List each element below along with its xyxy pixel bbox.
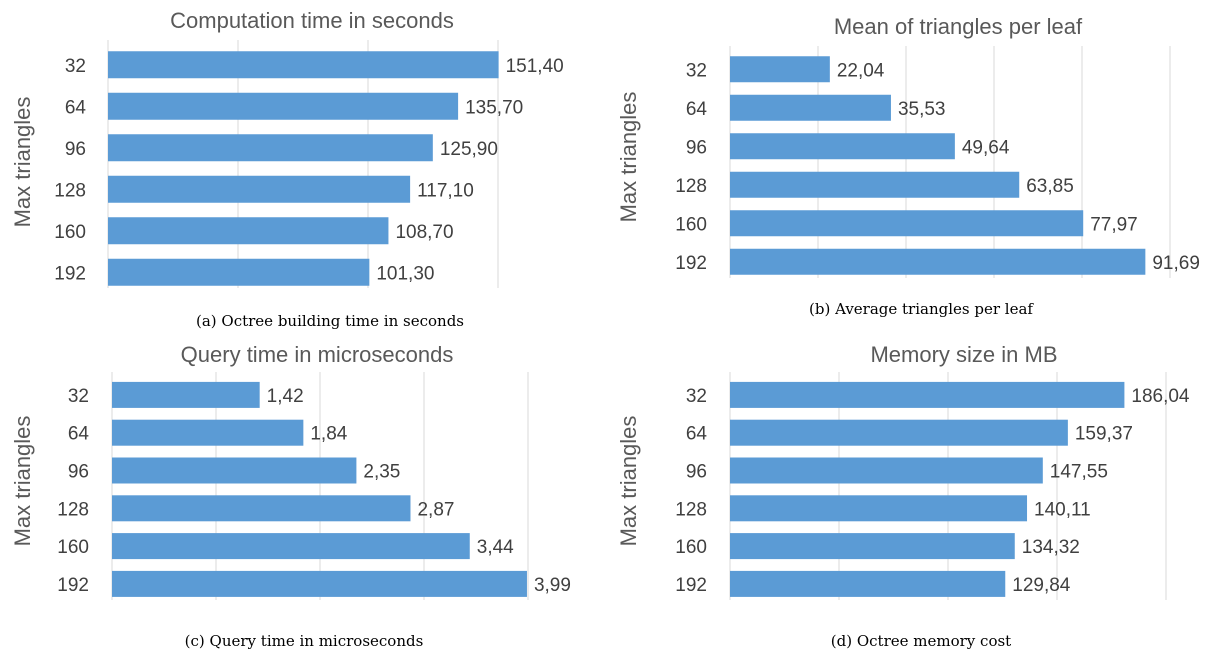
data-label: 3,44 <box>477 537 514 558</box>
chart-panel-d: Memory size in MB Max triangles 32 186,04 64… <box>607 334 1207 656</box>
chart-title: Memory size in MB <box>870 342 1057 367</box>
bar <box>730 419 1068 446</box>
bar <box>730 94 891 121</box>
chart-panel-b: Mean of triangles per leaf Max triangles 3… <box>607 0 1207 334</box>
category-label: 96 <box>686 137 707 158</box>
bar <box>112 381 260 408</box>
chart-panel-a: Computation time in seconds Max triangles… <box>0 0 600 334</box>
category-label: 96 <box>68 462 89 483</box>
bar <box>730 457 1043 484</box>
category-label: 128 <box>57 499 89 520</box>
category-label: 160 <box>54 222 86 243</box>
bar <box>108 134 433 162</box>
category-label: 64 <box>686 99 708 120</box>
category-label: 128 <box>675 176 707 197</box>
category-label: 128 <box>675 499 707 520</box>
data-label: 147,55 <box>1050 462 1108 483</box>
data-label: 117,10 <box>417 180 474 201</box>
caption-c: (c) Query time in microseconds <box>184 632 424 650</box>
bar <box>108 51 499 79</box>
bar <box>730 210 1084 237</box>
chart-title: Computation time in seconds <box>170 8 454 33</box>
category-label: 192 <box>675 253 707 274</box>
category-label: 96 <box>686 462 707 483</box>
bar <box>730 171 1020 198</box>
bar <box>112 533 470 560</box>
y-axis-label: Max triangles <box>616 416 641 547</box>
data-label: 135,70 <box>465 97 523 118</box>
data-label: 2,35 <box>363 462 400 483</box>
data-label: 3,99 <box>534 575 571 596</box>
chart-d: Memory size in MB Max triangles 32 186,04 64… <box>616 342 1190 600</box>
bar <box>108 217 389 245</box>
category-label: 32 <box>68 386 89 407</box>
category-label: 96 <box>65 139 86 160</box>
data-label: 35,53 <box>898 99 946 120</box>
bar <box>730 56 830 83</box>
data-label: 22,04 <box>837 60 885 81</box>
caption-b: (b) Average triangles per leaf <box>809 300 1033 318</box>
data-label: 1,42 <box>267 386 304 407</box>
data-label: 77,97 <box>1090 214 1138 235</box>
category-label: 128 <box>54 180 86 201</box>
data-label: 49,64 <box>962 137 1010 158</box>
y-axis-label: Max triangles <box>10 416 35 547</box>
category-label: 32 <box>686 60 707 81</box>
category-label: 192 <box>57 575 89 596</box>
category-label: 32 <box>686 386 707 407</box>
y-axis-label: Max triangles <box>616 92 641 223</box>
data-label: 151,40 <box>506 56 564 77</box>
bar <box>112 570 527 597</box>
chart-c: Query time in microseconds Max triangles 3… <box>10 342 571 600</box>
data-label: 186,04 <box>1131 386 1190 407</box>
category-label: 192 <box>675 575 707 596</box>
bar <box>730 495 1028 522</box>
category-label: 192 <box>54 263 86 284</box>
chart-title: Query time in microseconds <box>181 342 454 367</box>
bar <box>730 133 955 160</box>
y-axis-label: Max triangles <box>10 97 35 228</box>
data-label: 134,32 <box>1022 537 1080 558</box>
category-label: 32 <box>65 56 86 77</box>
bar <box>730 248 1146 275</box>
data-label: 63,85 <box>1026 176 1074 197</box>
bar <box>108 258 370 286</box>
chart-b: Mean of triangles per leaf Max triangles 3… <box>616 14 1200 278</box>
data-label: 125,90 <box>440 139 498 160</box>
data-label: 91,69 <box>1152 253 1200 274</box>
chart-panel-c: Query time in microseconds Max triangles 3… <box>0 334 600 656</box>
caption-a: (a) Octree building time in seconds <box>195 312 464 330</box>
category-label: 160 <box>675 214 707 235</box>
category-label: 64 <box>68 424 90 445</box>
bar <box>730 533 1015 560</box>
bar <box>112 457 357 484</box>
bar <box>730 570 1006 597</box>
bar <box>108 175 411 203</box>
category-label: 64 <box>686 424 708 445</box>
category-label: 160 <box>675 537 707 558</box>
chart-title: Mean of triangles per leaf <box>834 14 1083 39</box>
data-label: 140,11 <box>1034 499 1091 520</box>
caption-d: (d) Octree memory cost <box>830 632 1012 650</box>
data-label: 101,30 <box>376 263 434 284</box>
data-label: 159,37 <box>1075 424 1133 445</box>
data-label: 2,87 <box>417 499 454 520</box>
bar <box>730 381 1125 408</box>
data-label: 108,70 <box>395 222 453 243</box>
data-label: 1,84 <box>310 424 347 445</box>
category-label: 160 <box>57 537 89 558</box>
data-label: 129,84 <box>1012 575 1071 596</box>
category-label: 64 <box>65 97 87 118</box>
chart-a: Computation time in seconds Max triangles… <box>10 8 564 288</box>
bar <box>112 495 411 522</box>
bar <box>112 419 304 446</box>
bar <box>108 92 459 120</box>
